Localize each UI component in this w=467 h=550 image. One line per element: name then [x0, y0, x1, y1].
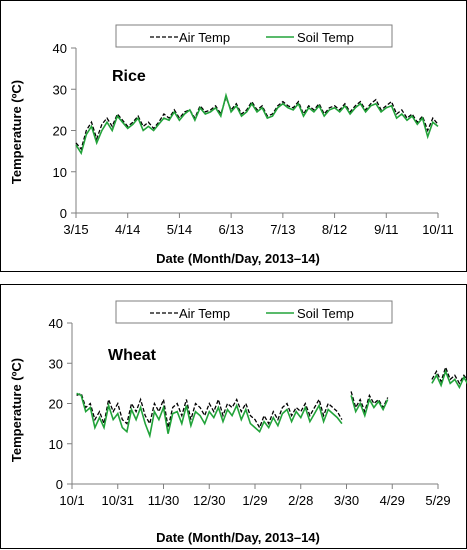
rice-legend: Air Temp Soil Temp [115, 24, 393, 48]
wheat-chart-title: Wheat [108, 347, 157, 364]
rice-y-axis-label: Temperature (ºC) [9, 80, 24, 184]
rice-axes: 0 10 20 30 40 3/15 4/14 5/14 6/13 7/13 8/12 9/11 10/… [53, 41, 454, 237]
wheat-x-tick-label: 10/31 [101, 493, 134, 508]
wheat-soil-temp-line [76, 392, 343, 439]
wheat-x-tick-label: 5/29 [425, 493, 450, 508]
wheat-legend-box [115, 300, 393, 324]
wheat-legend-air-label: Air Temp [179, 306, 230, 321]
rice-air-temp-line [75, 95, 439, 151]
rice-legend-box [115, 24, 393, 48]
wheat-lines [76, 365, 467, 439]
rice-x-axis-label: Date (Month/Day, 2013–14) [156, 251, 320, 266]
wheat-x-tick-label: 12/30 [193, 493, 226, 508]
rice-chart-title: Rice [112, 68, 146, 85]
rice-lines [75, 92, 439, 156]
wheat-x-axis-label: Date (Month/Day, 2013–14) [156, 530, 320, 545]
rice-x-tick-label: 8/12 [322, 222, 347, 237]
wheat-chart-frame [0, 284, 467, 549]
rice-y-tick-label: 10 [53, 165, 67, 180]
wheat-y-tick-label: 10 [49, 437, 63, 452]
wheat-y-tick-label: 0 [56, 477, 63, 492]
rice-legend-soil-label: Soil Temp [297, 30, 354, 45]
rice-x-tick-label: 5/14 [167, 222, 192, 237]
rice-y-tick-label: 0 [60, 206, 67, 221]
rice-x-tick-label: 4/14 [115, 222, 140, 237]
wheat-x-tick-label: 1/29 [242, 493, 267, 508]
rice-x-tick-label: 7/13 [270, 222, 295, 237]
wheat-x-tick-label: 10/1 [59, 493, 84, 508]
rice-y-tick-label: 20 [53, 124, 67, 139]
wheat-air-temp-line [76, 392, 343, 430]
rice-soil-temp-line [75, 92, 439, 156]
wheat-y-axis-label: Temperature (ºC) [9, 358, 24, 462]
wheat-axes: 0 10 20 30 40 10/1 10/31 11/30 12/30 1/29 2/28 3/30… [49, 316, 451, 508]
rice-x-tick-label: 6/13 [218, 222, 243, 237]
wheat-air-temp-line [431, 365, 467, 385]
wheat-y-tick-label: 20 [49, 397, 63, 412]
rice-x-tick-label: 3/15 [63, 222, 88, 237]
wheat-x-tick-label: 3/30 [334, 493, 359, 508]
rice-x-tick-label: 9/11 [374, 222, 398, 237]
wheat-y-tick-label: 30 [49, 356, 63, 371]
rice-y-tick-label: 40 [53, 41, 67, 56]
wheat-x-tick-label: 4/29 [380, 493, 405, 508]
wheat-x-tick-label: 2/28 [288, 493, 313, 508]
wheat-soil-temp-line [350, 395, 389, 419]
rice-x-tick-label: 10/11 [422, 222, 454, 237]
wheat-air-temp-line [350, 391, 389, 414]
wheat-soil-temp-line [431, 368, 467, 390]
wheat-x-tick-label: 11/30 [148, 493, 180, 508]
rice-chart: 0 10 20 30 40 3/15 4/14 5/14 6/13 7/13 8/12 9/11 10/… [0, 0, 467, 272]
wheat-legend-soil-label: Soil Temp [297, 306, 354, 321]
rice-y-tick-label: 30 [53, 82, 67, 97]
wheat-legend: Air Temp Soil Temp [115, 300, 393, 324]
rice-legend-air-label: Air Temp [179, 30, 230, 45]
wheat-chart: 0 10 20 30 40 10/1 10/31 11/30 12/30 1/29 2/28 3/30… [0, 284, 467, 549]
wheat-y-tick-label: 40 [49, 316, 63, 331]
